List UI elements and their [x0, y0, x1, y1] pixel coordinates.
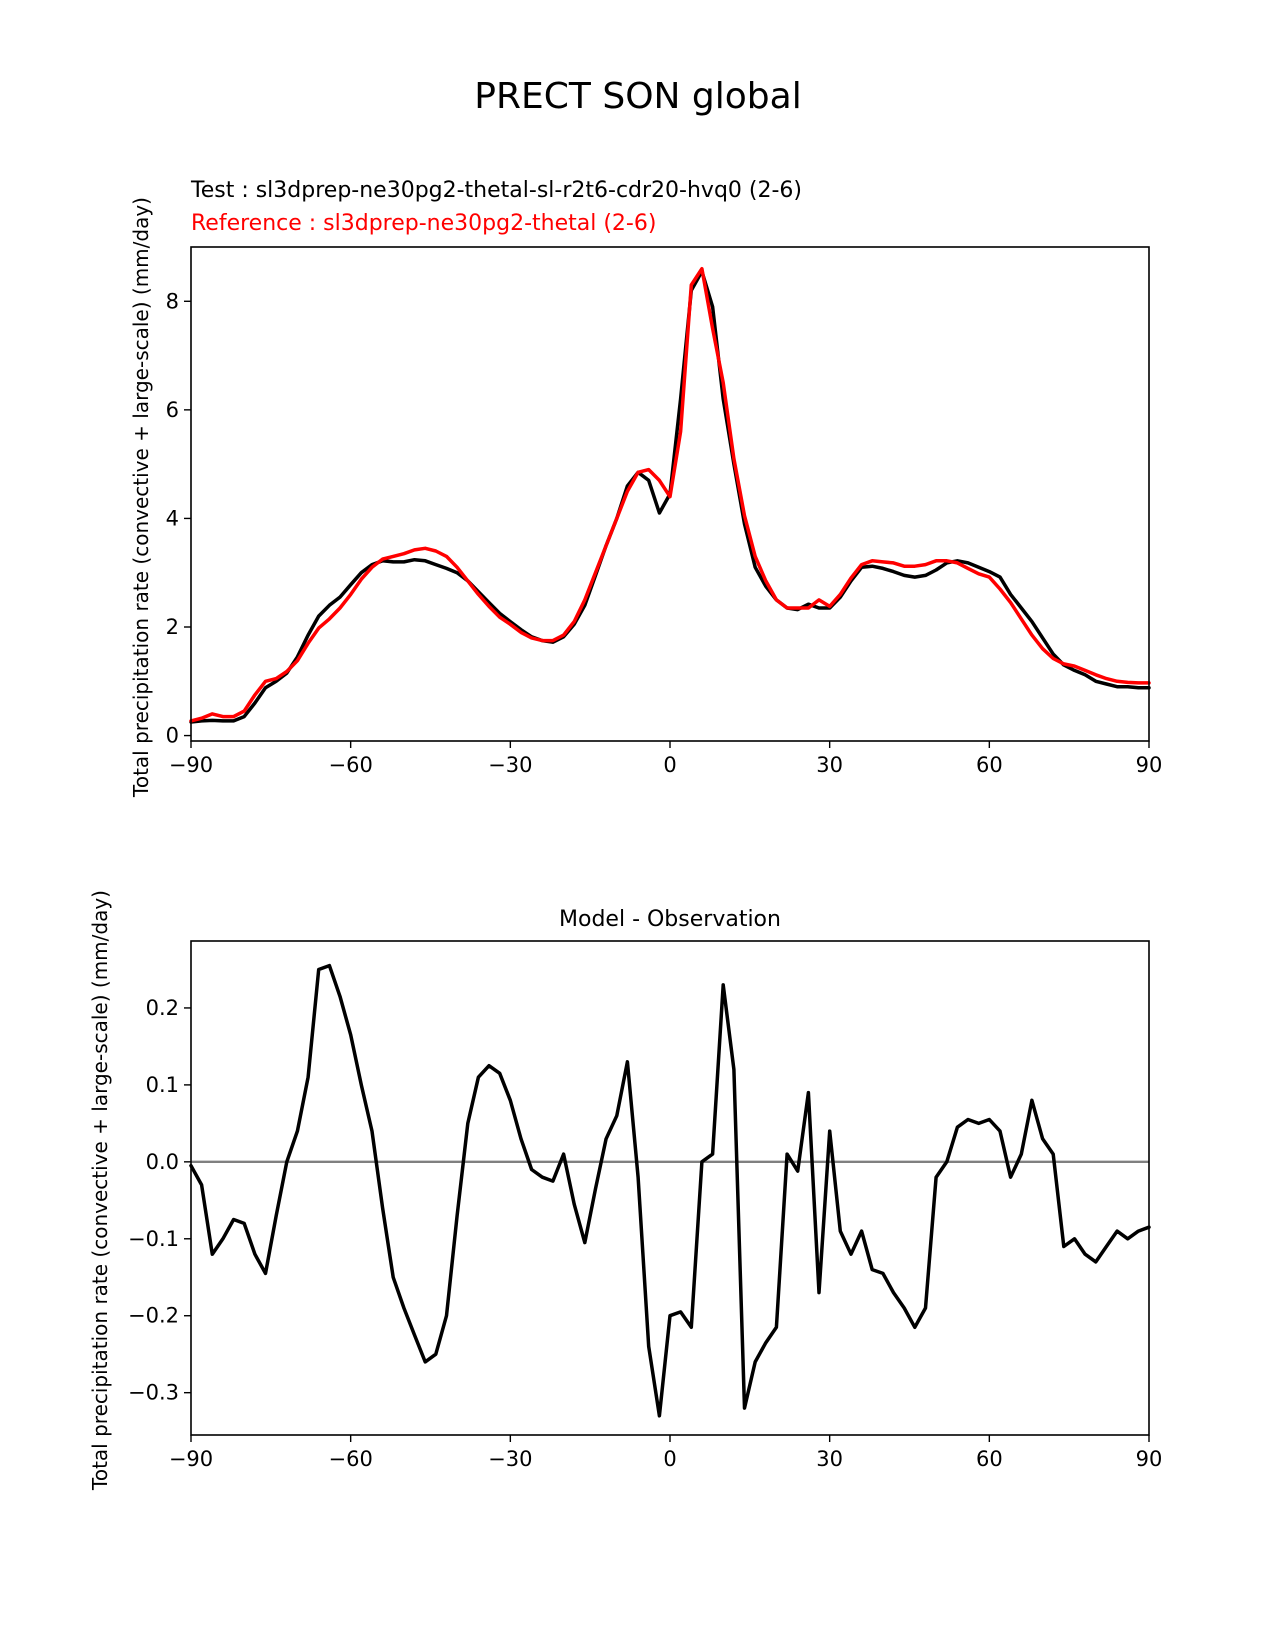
y-tick-label: 8 [166, 289, 179, 313]
top-panel-line-chart: −90 −60 −30 0 30 60 90 0 2 4 6 8 [166, 246, 1163, 777]
y-tick-label: 2 [166, 615, 179, 639]
y-tick-label: 0 [166, 724, 179, 748]
x-tick-label: −30 [488, 753, 532, 777]
top-panel-y-axis-label: Total precipitation rate (convective + l… [129, 197, 153, 798]
y-tick-label: 0.1 [146, 1073, 179, 1097]
series-line-model-observation [189, 963, 1151, 1418]
y-tick-label: −0.2 [128, 1304, 179, 1328]
x-tick-label: 60 [976, 753, 1003, 777]
figure-suptitle: PRECT SON global [474, 76, 801, 117]
x-tick-label: −60 [329, 1447, 373, 1471]
legend-test-label: Test : sl3dprep-ne30pg2-thetal-sl-r2t6-c… [190, 178, 802, 203]
x-tick-label: 0 [663, 753, 676, 777]
bottom-panel-difference-chart: −90 −60 −30 0 30 60 90 −0.3 −0.2 −0.1 0.0 0.1 0.2 [128, 940, 1163, 1471]
x-tick-label: 90 [1136, 1447, 1163, 1471]
y-tick-label: −0.3 [128, 1381, 179, 1405]
bottom-panel-title: Model - Observation [559, 907, 781, 932]
y-tick-label: 0.0 [146, 1150, 179, 1174]
x-tick-label: −90 [169, 1447, 213, 1471]
series-line-reference [189, 266, 1151, 723]
x-tick-label: 30 [816, 753, 843, 777]
y-tick-label: 6 [166, 398, 179, 422]
x-tick-label: −30 [488, 1447, 532, 1471]
x-tick-label: 60 [976, 1447, 1003, 1471]
y-tick-label: 4 [166, 506, 179, 530]
x-tick-label: 90 [1136, 753, 1163, 777]
y-tick-label: −0.1 [128, 1227, 179, 1251]
x-tick-label: 0 [663, 1447, 676, 1471]
x-tick-label: −90 [169, 753, 213, 777]
y-tick-label: 0.2 [146, 996, 179, 1020]
x-tick-label: −60 [329, 753, 373, 777]
x-tick-label: 30 [816, 1447, 843, 1471]
legend-reference-label: Reference : sl3dprep-ne30pg2-thetal (2-6… [191, 211, 656, 236]
bottom-panel-y-axis-label: Total precipitation rate (convective + l… [88, 890, 112, 1491]
